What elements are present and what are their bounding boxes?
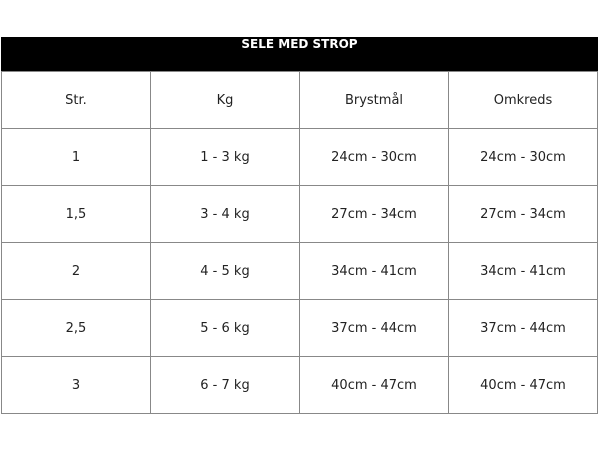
cell: 34cm - 41cm: [448, 242, 598, 300]
cell: 1 - 3 kg: [150, 128, 300, 186]
cell: 1,5: [1, 185, 151, 243]
table-row: 1,5 3 - 4 kg 27cm - 34cm 27cm - 34cm: [1, 185, 598, 243]
cell: 6 - 7 kg: [150, 356, 300, 414]
cell: 5 - 6 kg: [150, 299, 300, 357]
cell: 1: [1, 128, 151, 186]
cell: 2,5: [1, 299, 151, 357]
cell: 37cm - 44cm: [299, 299, 449, 357]
cell: 27cm - 34cm: [448, 185, 598, 243]
cell: 3 - 4 kg: [150, 185, 300, 243]
cell: 27cm - 34cm: [299, 185, 449, 243]
size-table: SELE MED STROP Str. Kg Brystmål Omkreds …: [1, 37, 598, 414]
header-cell: Omkreds: [448, 71, 598, 129]
cell: 37cm - 44cm: [448, 299, 598, 357]
cell: 34cm - 41cm: [299, 242, 449, 300]
cell: 24cm - 30cm: [448, 128, 598, 186]
cell: 3: [1, 356, 151, 414]
table-title: SELE MED STROP: [1, 37, 598, 71]
cell: 40cm - 47cm: [448, 356, 598, 414]
cell: 2: [1, 242, 151, 300]
table-row: 2,5 5 - 6 kg 37cm - 44cm 37cm - 44cm: [1, 299, 598, 357]
header-cell: Str.: [1, 71, 151, 129]
cell: 4 - 5 kg: [150, 242, 300, 300]
cell: 24cm - 30cm: [299, 128, 449, 186]
cell: 40cm - 47cm: [299, 356, 449, 414]
header-cell: Kg: [150, 71, 300, 129]
header-row: Str. Kg Brystmål Omkreds: [1, 71, 598, 129]
header-cell: Brystmål: [299, 71, 449, 129]
